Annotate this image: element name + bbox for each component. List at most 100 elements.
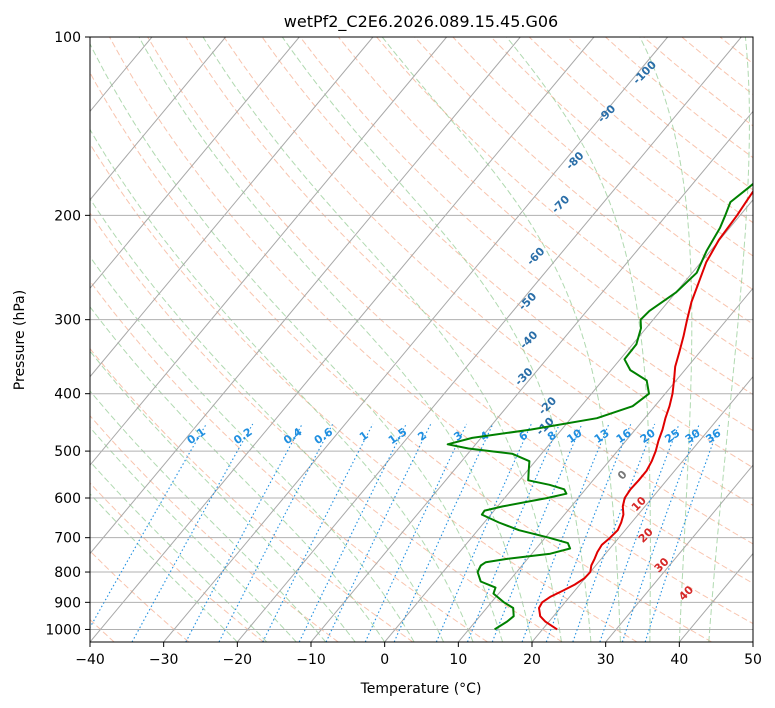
moist-adiabat [639, 37, 693, 642]
isotherm [90, 37, 300, 290]
dry-adiabat [414, 37, 753, 325]
mixing-ratio-line [90, 423, 207, 629]
isotherm [752, 641, 753, 642]
dry-adiabat [261, 37, 753, 469]
y-tick-label: 1000 [45, 622, 81, 638]
dry-adiabat [223, 37, 753, 506]
x-tick-label: 0 [380, 652, 389, 668]
dry-adiabat [90, 280, 488, 642]
mixing-ratio-line [599, 423, 680, 642]
moist-adiabat [281, 37, 592, 642]
dry-adiabat [109, 37, 753, 625]
dry-adiabat [338, 37, 753, 396]
isotherm [384, 199, 753, 642]
isopleth-label: -90 [595, 102, 618, 125]
moist-adiabat [90, 128, 474, 642]
isopleth-label: 10 [565, 426, 585, 446]
y-tick-label: 200 [54, 208, 81, 224]
moist-adiabat [708, 37, 750, 642]
moist-adiabat [90, 426, 297, 642]
dry-adiabat [147, 37, 753, 584]
isopleth-label: 1.5 [386, 425, 409, 447]
dry-adiabat [376, 37, 753, 360]
y-tick-label: 100 [54, 30, 81, 46]
moist-adiabat [90, 42, 503, 642]
x-tick-label: −10 [296, 652, 326, 668]
chart-title: wetPf2_C2E6.2026.089.15.45.G06 [284, 12, 558, 32]
background-lines [0, 37, 775, 642]
dry-adiabat [452, 37, 753, 291]
dry-adiabat [758, 37, 775, 642]
y-tick-label: 600 [54, 491, 81, 507]
dry-adiabat [90, 212, 563, 642]
dry-adiabat [681, 37, 753, 96]
isotherm [531, 375, 753, 642]
x-axis-title: Temperature (°C) [360, 681, 482, 697]
isopleth-label: -60 [524, 245, 547, 268]
y-tick-label: 900 [54, 595, 81, 611]
isotherm [90, 37, 374, 378]
isopleth-label: -80 [563, 149, 586, 172]
mixing-ratio-line [218, 423, 334, 642]
dewpoint-profile-line [446, 182, 753, 631]
mixing-ratio-line [393, 423, 494, 642]
y-tick-label: 400 [54, 387, 81, 403]
moist-adiabat [90, 255, 415, 642]
isopleth-label: 16 [614, 426, 634, 446]
mixing-ratio-line [545, 423, 632, 642]
isopleth-label: 0.4 [281, 425, 305, 447]
isopleth-label: 40 [676, 583, 696, 603]
y-axis-title: Pressure (hPa) [12, 290, 28, 390]
isotherm [310, 110, 753, 642]
mixing-ratio-line [298, 423, 407, 642]
dry-adiabat [90, 415, 339, 642]
isotherm [163, 37, 669, 642]
temperature-profile-line [538, 189, 753, 631]
y-tick-label: 800 [54, 565, 81, 581]
moist-adiabat [381, 37, 621, 642]
x-tick-label: 20 [523, 652, 541, 668]
mixing-ratio-line [131, 423, 254, 642]
mixing-ratio-line [521, 423, 610, 642]
isotherm [0, 37, 5, 642]
isopleth-label: 20 [636, 525, 656, 545]
mixing-ratio-line [325, 423, 432, 642]
mixing-ratio-line [364, 423, 467, 642]
moist-adiabat [90, 460, 268, 642]
isotherm [90, 37, 448, 466]
isopleth-label: 2 [415, 429, 429, 444]
isopleth-label: 0.1 [185, 425, 208, 447]
x-tick-label: 10 [449, 652, 467, 668]
isotherm [90, 37, 595, 642]
isotherm [236, 37, 742, 642]
plot-frame [89, 36, 754, 643]
isopleth-label: 25 [662, 426, 682, 445]
profile-lines [446, 182, 753, 631]
isopleth-label: -100 [630, 58, 659, 87]
dry-adiabat [90, 482, 264, 642]
mixing-ratio-line [435, 423, 532, 642]
isotherm [605, 464, 753, 642]
isopleth-label: 36 [703, 426, 723, 446]
moist-adiabat [90, 350, 356, 642]
moist-adiabat [90, 197, 445, 642]
isotherm [678, 552, 753, 642]
mixing-ratio-line [466, 423, 561, 642]
x-tick-label: 40 [670, 652, 688, 668]
x-axis: −40 −30 −20 −10 0 10 20 30 40 50 [75, 642, 762, 668]
isotherm [457, 287, 753, 642]
y-tick-label: 500 [54, 444, 81, 460]
y-tick-label: 300 [54, 313, 81, 329]
mixing-ratio-line [491, 423, 583, 642]
isopleth-label: 13 [592, 426, 612, 445]
dry-adiabat [90, 71, 712, 642]
moist-adiabat [202, 37, 562, 642]
mixing-ratio-line [572, 423, 656, 642]
y-axis: 100 200 300 400 500 600 700 800 900 1000 [45, 30, 90, 638]
dry-adiabat [719, 37, 753, 65]
x-tick-label: −30 [149, 652, 179, 668]
isopleth-label: 10 [629, 494, 649, 514]
moist-adiabat [138, 37, 533, 642]
x-tick-label: −20 [223, 652, 253, 668]
